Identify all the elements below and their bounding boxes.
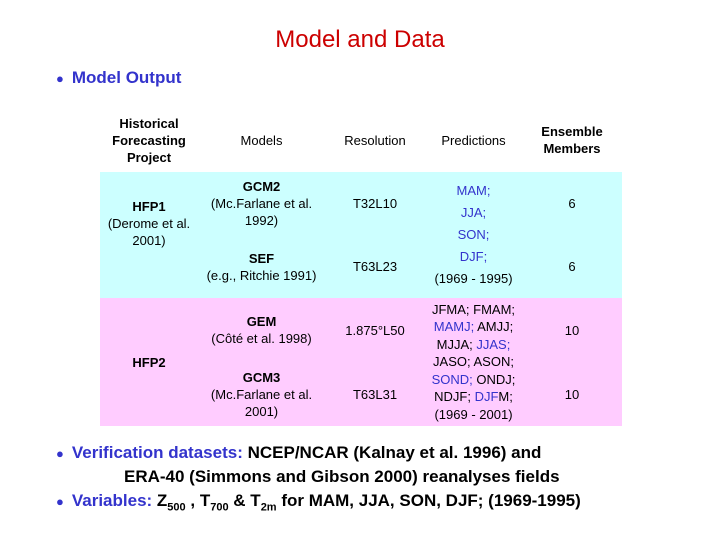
text-segment: SOND; xyxy=(431,371,473,387)
text-segment: SON; xyxy=(457,227,490,242)
bullet-line: ERA-40 (Simmons and Gibson 2000) reanaly… xyxy=(124,466,560,488)
text-segment: Z xyxy=(152,491,168,510)
members: 6 xyxy=(568,196,576,211)
header-text: Models xyxy=(240,132,283,148)
text-segment: JJAS; xyxy=(476,336,511,352)
project-cell: HFP1 (Derome et al. 2001) xyxy=(100,172,198,298)
model-ref: (Mc.Farlane et al. 2001) xyxy=(210,386,313,419)
resolution: 1.875°L50 xyxy=(345,322,405,338)
prediction-line: MAMJ; AMJJ; xyxy=(434,318,513,336)
prediction-line: DJF; xyxy=(460,246,487,268)
text-segment: , T xyxy=(185,491,211,510)
members-cell: 6 xyxy=(522,172,622,235)
model-name: GCM2 xyxy=(242,179,281,194)
members: 6 xyxy=(568,259,576,274)
model-name: GEM xyxy=(246,314,277,329)
prediction-line: (1969 - 2001) xyxy=(434,406,512,424)
group-band xyxy=(100,172,622,298)
members: 10 xyxy=(564,386,580,402)
slide-title: Model and Data xyxy=(275,26,445,53)
model-name: GCM3 xyxy=(242,369,281,385)
model-name: SEF xyxy=(248,250,275,266)
model-ref: (e.g., Ritchie 1991) xyxy=(206,267,317,283)
text-segment: DJF xyxy=(474,389,499,405)
text-segment: ONDJ; xyxy=(472,371,516,387)
model-cell: GCM2 (Mc.Farlane et al. 1992) xyxy=(198,172,325,235)
project-name: HFP1 xyxy=(132,199,166,214)
model-cell: GEM (Côté et al. 1998) xyxy=(198,298,325,362)
header-text: Resolution xyxy=(344,132,406,148)
members-cell: 10 xyxy=(522,298,622,362)
model-ref: (Côté et al. 1998) xyxy=(211,331,312,346)
text-segment: JFMA; FMAM; xyxy=(431,301,516,317)
model-ref: (Mc.Farlane et al. 1992) xyxy=(210,196,313,228)
resolution-cell: T63L23 xyxy=(325,235,425,298)
group-band xyxy=(100,298,622,426)
header-text: Predictions xyxy=(441,132,506,148)
prediction-line: (1969 - 1995) xyxy=(434,268,512,290)
text-segment: M; xyxy=(498,389,513,405)
text-segment: MAM; xyxy=(456,183,491,198)
text-segment: DJF; xyxy=(459,249,488,264)
members-cell: 10 xyxy=(522,362,622,426)
resolution: T63L31 xyxy=(352,386,398,402)
prediction-line: SON; xyxy=(458,224,490,246)
text-segment: Verification datasets: xyxy=(71,443,243,462)
text-segment: JASO; ASON; xyxy=(433,354,514,370)
header-cell: Predictions xyxy=(425,108,522,172)
resolution-cell: T63L31 xyxy=(325,362,425,426)
project-cell: HFP2 xyxy=(100,298,198,426)
bullet-dot: ● xyxy=(56,446,64,461)
model-cell: GCM3 (Mc.Farlane et al. 2001) xyxy=(198,362,325,426)
text-segment: 700 xyxy=(210,501,229,514)
resolution-cell: T32L10 xyxy=(325,172,425,235)
text-segment: NCEP/NCAR (Kalnay et al. 1996) and xyxy=(242,443,542,462)
header-cell: Historical Forecasting Project xyxy=(100,108,198,172)
header-text: Ensemble Members xyxy=(541,124,603,156)
text-segment: MJJA; xyxy=(436,336,477,352)
predictions-cell: JFMA; FMAM; MAMJ; AMJJ; MJJA; JJAS; JASO; A… xyxy=(425,298,522,426)
header-cell: Ensemble Members xyxy=(522,108,622,172)
text-segment: MAMJ; xyxy=(433,319,475,335)
bullet-dot: ● xyxy=(56,494,64,509)
text-segment: & T xyxy=(228,491,261,510)
bullet-line: ● Variables: Z500 , T700 & T2m for MAM, J… xyxy=(56,490,581,518)
resolution: T32L10 xyxy=(352,196,398,211)
text-segment: Variables: xyxy=(71,491,153,510)
project-note: (Derome et al. 2001) xyxy=(107,216,191,248)
prediction-line: JJA; xyxy=(461,202,486,224)
bullet-line: ● Verification datasets: NCEP/NCAR (Kalna… xyxy=(56,442,541,465)
prediction-line: NDJF; DJFM; xyxy=(434,388,513,406)
text-segment: NDJF; xyxy=(434,389,475,405)
prediction-line: JASO; ASON; xyxy=(433,353,514,371)
prediction-line: JFMA; FMAM; xyxy=(432,301,515,319)
heading-text: Model Output xyxy=(71,68,182,87)
resolution-cell: 1.875°L50 xyxy=(325,298,425,362)
prediction-line: SOND; ONDJ; xyxy=(432,371,516,389)
text-segment: (1969 - 2001) xyxy=(434,406,513,422)
text-segment: ERA-40 (Simmons and Gibson 2000) reanaly… xyxy=(124,467,560,486)
project-name: HFP2 xyxy=(132,354,166,370)
text-segment: AMJJ; xyxy=(474,319,514,335)
predictions-cell: MAM; JJA; SON; DJF; (1969 - 1995) xyxy=(425,172,522,298)
text-segment: JJA; xyxy=(460,205,487,220)
text-segment: for MAM, JJA, SON, DJF; (1969-1995) xyxy=(276,491,581,510)
members-cell: 6 xyxy=(522,235,622,298)
prediction-line: MAM; xyxy=(457,180,491,202)
section-heading: ● Model Output xyxy=(56,68,182,87)
header-cell: Models xyxy=(198,108,325,172)
members: 10 xyxy=(564,322,580,338)
model-cell: SEF (e.g., Ritchie 1991) xyxy=(198,235,325,298)
resolution: T63L23 xyxy=(352,259,398,274)
header-cell: Resolution xyxy=(325,108,425,172)
text-segment: 2m xyxy=(260,501,277,514)
text-segment: (1969 - 1995) xyxy=(434,271,513,286)
prediction-line: MJJA; JJAS; xyxy=(437,336,511,354)
header-text: Historical Forecasting Project xyxy=(112,115,186,165)
text-segment: 500 xyxy=(167,501,186,514)
